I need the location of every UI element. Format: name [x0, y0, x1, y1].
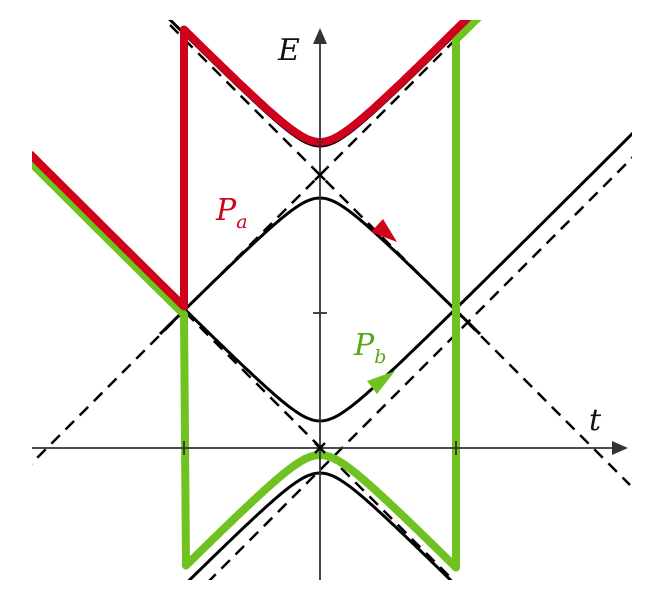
path-a-trajectory [32, 20, 472, 311]
crossing-marker-upper [314, 169, 326, 181]
axes [32, 28, 628, 580]
path-b-trajectory [32, 20, 482, 572]
path-a-label-sub: a [236, 211, 247, 233]
x-axis-label: t [589, 403, 602, 438]
crossing-marker-lower [314, 442, 326, 454]
path-a-label: Pa [215, 193, 248, 233]
crossing-markers [314, 169, 326, 454]
y-axis-arrow-icon [313, 28, 327, 44]
adiabatic-curves [32, 20, 632, 580]
path-b-label-main: P [353, 328, 375, 363]
path-b-arrow-icon [367, 371, 395, 394]
path-b-label-sub: b [374, 346, 386, 368]
curve-lower-middle [32, 131, 632, 423]
y-axis-label: E [277, 33, 300, 68]
path-b-label: Pb [353, 328, 386, 368]
x-axis-arrow-icon [612, 441, 628, 455]
curve-upper-middle [168, 20, 472, 148]
path-a-label-main: P [215, 193, 237, 228]
asymptote-lower-right [208, 156, 632, 580]
path-a-arrow-icon [371, 219, 397, 242]
diabatic-asymptotes [32, 24, 632, 580]
